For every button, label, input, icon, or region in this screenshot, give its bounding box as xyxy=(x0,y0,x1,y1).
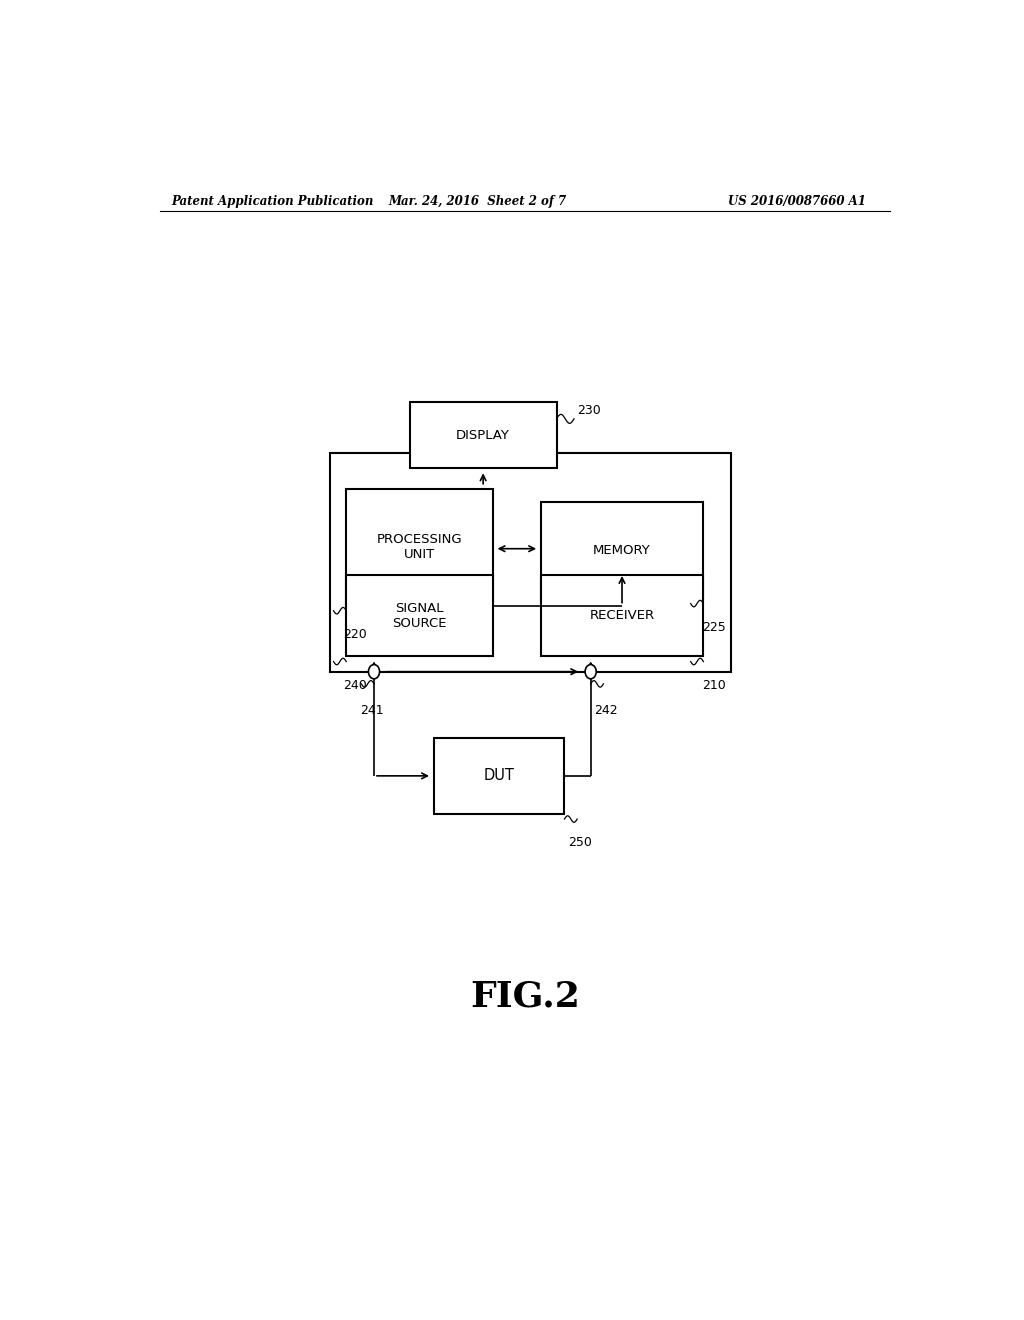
Text: SIGNAL
SOURCE: SIGNAL SOURCE xyxy=(392,602,446,630)
Bar xyxy=(346,488,494,606)
Bar xyxy=(346,576,494,656)
Text: Patent Application Publication: Patent Application Publication xyxy=(172,194,374,207)
Bar xyxy=(410,403,557,469)
Text: 230: 230 xyxy=(578,404,601,417)
Text: PROCESSING
UNIT: PROCESSING UNIT xyxy=(377,533,463,561)
Text: MEMORY: MEMORY xyxy=(593,544,651,557)
Text: 240: 240 xyxy=(343,678,367,692)
Text: Mar. 24, 2016  Sheet 2 of 7: Mar. 24, 2016 Sheet 2 of 7 xyxy=(388,194,566,207)
Text: 225: 225 xyxy=(701,620,726,634)
Text: FIG.2: FIG.2 xyxy=(470,979,580,1014)
Text: 242: 242 xyxy=(594,704,617,717)
Bar xyxy=(541,502,703,598)
Text: RECEIVER: RECEIVER xyxy=(590,610,654,622)
Bar xyxy=(331,453,731,672)
Text: 250: 250 xyxy=(567,837,592,849)
Circle shape xyxy=(369,664,380,678)
Text: DISPLAY: DISPLAY xyxy=(457,429,510,442)
Bar xyxy=(541,576,703,656)
Text: 241: 241 xyxy=(359,704,383,717)
Text: DUT: DUT xyxy=(483,768,514,783)
Circle shape xyxy=(585,664,596,678)
Text: 220: 220 xyxy=(343,628,367,642)
Text: US 2016/0087660 A1: US 2016/0087660 A1 xyxy=(728,194,866,207)
Text: 210: 210 xyxy=(701,678,726,692)
Bar xyxy=(433,738,564,814)
